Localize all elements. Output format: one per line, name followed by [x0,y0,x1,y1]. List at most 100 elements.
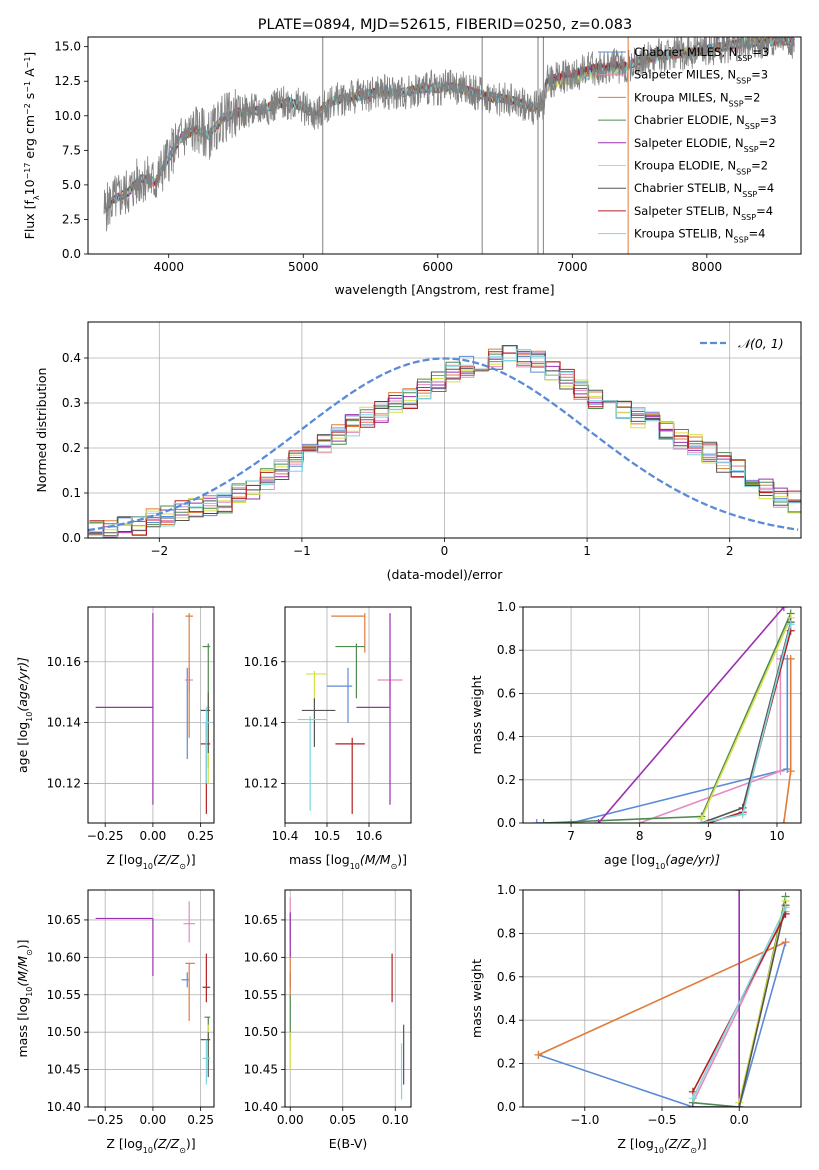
legend-entry: Salpeter ELODIE, NSSP=2 [634,136,776,154]
y-tick-label: 0.2 [497,773,516,787]
weight-line [692,907,787,1099]
chart-title: PLATE=0894, MJD=52615, FIBERID=0250, z=0… [258,17,632,33]
x-tick-label: −0.5 [647,1113,676,1127]
y-axis-label: Normed distribution [34,368,49,493]
y-tick-label: 0.0 [497,816,516,830]
label-part: (age/yr)] [15,657,30,712]
x-axis-label: age [log10(age/yr)] [604,852,720,871]
label-part: )] [15,939,30,949]
y-tick-label: 10.14 [244,716,278,730]
label-part: Chabrier MILES, N [634,45,737,59]
y-tick-label: 0.2 [62,441,81,455]
x-axis-label: Z [log10(Z/Z⊙)] [106,852,195,871]
weight-marker [635,819,644,823]
normal-curve [88,357,799,532]
label-part: Kroupa MILES, N [634,90,729,104]
x-tick-label: 1 [583,544,591,558]
chart-residuals: −2 −1 0 1 2 0.0 0.1 0.2 0.3 0.4 (data-model)/error… [34,321,802,582]
y-tick-label: 10.60 [47,950,81,964]
label-part: (Z/Z [153,1136,180,1151]
legend-entry: Chabrier STELIB, NSSP=4 [634,181,774,199]
x-tick-label: 0.00 [140,829,167,843]
label-part: −1 [23,57,32,69]
label-part: =3 [751,68,768,82]
label-part: SSP [742,190,757,199]
label-part: ⊙ [690,1146,697,1155]
histogram-series [89,345,801,526]
x-tick-label: 6000 [423,260,454,274]
y-axis-label: mass [log10(M/M⊙)] [15,939,34,1057]
x-tick-label: −0.25 [87,829,124,843]
label-part: =3 [760,113,777,127]
axes-frame [87,889,215,1108]
weight-marker [738,810,747,819]
label-part: A [22,68,37,81]
x-tick-label: 2 [726,544,734,558]
weight-line [708,630,792,823]
label-part: =2 [744,90,761,104]
weight-marker [697,819,706,823]
y-axis-label: mass weight [469,959,484,1038]
y-tick-label: 10.60 [244,950,278,964]
y-axis-label: mass weight [469,675,484,754]
axes-frame [87,606,215,824]
y-tick-label: 10.16 [47,655,81,669]
label-part: 10 [22,179,37,195]
label-part: SSP [736,167,751,176]
weight-line [692,905,787,1107]
x-tick-label: 10.5 [314,829,341,843]
x-tick-label: 10.4 [272,829,299,843]
y-tick-label: 10.40 [244,1100,278,1114]
y-tick-label: 10.55 [244,988,278,1002]
label-part: Z [log [617,1136,653,1151]
label-part: 10 [654,1146,664,1155]
x-tick-label: 0.25 [187,829,214,843]
y-tick-label: 0.8 [497,926,516,940]
label-part: )] [397,852,407,867]
histogram-series [89,351,801,537]
label-part: mass [log [15,997,30,1058]
weight-marker [594,819,603,823]
weight-marker [779,819,788,823]
label-part: )] [697,1136,707,1151]
y-tick-label: 10.50 [47,1025,81,1039]
label-part: erg cm [22,115,37,163]
y-tick-label: 5.0 [62,178,81,192]
x-tick-label: 0.10 [382,1113,409,1127]
label-part: Salpeter MILES, N [634,68,736,82]
x-tick-label: 0 [441,544,449,558]
label-part: −1 [23,81,32,93]
y-tick-label: 12.5 [54,74,81,88]
histogram-series [88,349,801,538]
chart-weight-vs-Z: −1.0 −0.5 0.0 0.0 0.2 0.4 0.6 0.8 1.0 mass weight… [469,883,802,1155]
weight-marker [786,620,795,629]
axes-frame [522,889,802,1108]
y-tick-label: 10.16 [244,655,278,669]
y-tick-label: 10.65 [244,913,278,927]
label-part: =4 [756,204,773,218]
label-part: =4 [757,181,774,195]
label-part: Z [log [106,1136,142,1151]
x-tick-label: 0.00 [277,1113,304,1127]
weight-line [543,613,792,823]
label-part: SSP [736,76,751,85]
y-tick-label: 0.1 [62,486,81,500]
label-part: −17 [23,163,32,180]
label-part: λ [32,195,41,200]
x-axis-label: Z [log10(Z/Z⊙)] [617,1136,706,1155]
axes-frame [87,321,802,539]
legend-entry: Chabrier MILES, NSSP=3 [634,45,769,63]
legend-entry: Salpeter MILES, NSSP=3 [634,68,768,86]
label-part: age [log [15,722,30,773]
x-tick-label: −1 [293,544,311,558]
label-part: Chabrier STELIB, N [634,181,742,195]
label-part: =2 [751,159,768,173]
x-tick-label: 8000 [692,260,723,274]
weight-marker [779,607,788,611]
x-tick-label: 10.6 [356,829,383,843]
plot-area [88,607,214,823]
y-axis-label: Flux [fλ10−17 erg cm−2 s−1 A−1] [22,52,41,240]
x-tick-label: 9 [705,829,713,843]
